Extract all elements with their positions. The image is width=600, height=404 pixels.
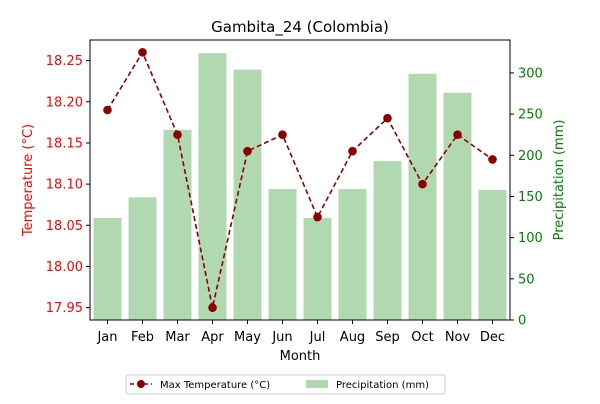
x-tick-label-mar: Mar [165, 330, 190, 345]
legend-line-marker [137, 380, 145, 388]
axes: Jan Feb Mar Apr May Jun Jul Aug Sep Oct Nov Dec 17.9… [46, 39, 543, 345]
right-tick-label: 0 [518, 314, 526, 329]
temperature-point-oct [418, 179, 427, 189]
left-tick-label: 18.25 [46, 54, 83, 69]
precipitation-bar-apr [198, 53, 227, 320]
left-tick-label: 18.20 [46, 95, 83, 110]
left-tick-label: 18.10 [46, 178, 83, 193]
precipitation-bar-nov [443, 92, 472, 321]
temperature-point-nov [453, 130, 462, 140]
temperature-point-apr [208, 303, 217, 312]
precipitation-bar-oct [408, 73, 437, 320]
x-tick-label-feb: Feb [131, 330, 154, 345]
left-tick-label: 17.95 [46, 301, 83, 316]
temperature-point-jul [313, 212, 322, 222]
precipitation-bar-dec [478, 189, 507, 320]
x-axis-label: Month [280, 349, 321, 364]
left-tick-label: 18.00 [46, 260, 83, 275]
temperature-point-jun [278, 130, 287, 140]
x-tick-label-apr: Apr [201, 330, 224, 345]
x-tick-label-aug: Aug [340, 330, 365, 345]
right-axis-label: Precipitation (mm) [552, 120, 567, 241]
left-tick-label: 18.05 [46, 219, 83, 234]
left-axis-label: Temperature (°C) [21, 124, 36, 237]
x-tick-label-oct: Oct [411, 330, 433, 345]
temperature-line-layer [103, 48, 497, 312]
precipitation-bar-jan [93, 217, 122, 320]
temperature-point-sep [383, 113, 392, 123]
temperature-point-dec [488, 155, 497, 164]
temperature-point-may [243, 146, 252, 156]
x-tick-label-jul: Jul [309, 330, 326, 345]
legend-label-temperature: Max Temperature (°C) [160, 380, 270, 391]
legend-box [125, 374, 446, 395]
x-tick-label-jun: Jun [271, 330, 292, 345]
precipitation-bar-feb [128, 197, 157, 320]
plot-frame [89, 39, 511, 321]
right-tick-label: 300 [518, 66, 543, 81]
chart-title: Gambita_24 (Colombia) [211, 18, 389, 37]
right-tick-label: 150 [518, 190, 543, 205]
x-tick-label-sep: Sep [375, 330, 400, 345]
legend-label-precipitation: Precipitation (mm) [336, 380, 429, 391]
x-tick-label-dec: Dec [480, 330, 505, 345]
temperature-point-mar [173, 130, 182, 140]
x-tick-label-may: May [234, 330, 261, 345]
precipitation-bar-jun [268, 189, 297, 320]
temperature-point-feb [138, 48, 147, 57]
temperature-point-aug [348, 146, 357, 156]
temperature-line [106, 50, 493, 308]
right-tick-label: 250 [518, 108, 543, 123]
precipitation-bars [93, 53, 507, 321]
right-tick-label: 50 [518, 272, 535, 287]
x-tick-label-nov: Nov [445, 330, 471, 345]
right-tick-label: 100 [518, 231, 543, 246]
x-tick-label-jan: Jan [96, 330, 117, 345]
precipitation-bar-mar [163, 129, 192, 320]
legend: Max Temperature (°C) Precipitation (mm) [125, 374, 446, 395]
left-tick-label: 18.15 [46, 136, 83, 151]
right-tick-label: 200 [518, 149, 543, 164]
temperature-point-jan [103, 105, 112, 115]
precipitation-bar-aug [338, 189, 367, 320]
legend-bar-swatch [306, 380, 328, 388]
precipitation-bar-jul [303, 217, 332, 320]
precipitation-bar-sep [373, 161, 402, 320]
